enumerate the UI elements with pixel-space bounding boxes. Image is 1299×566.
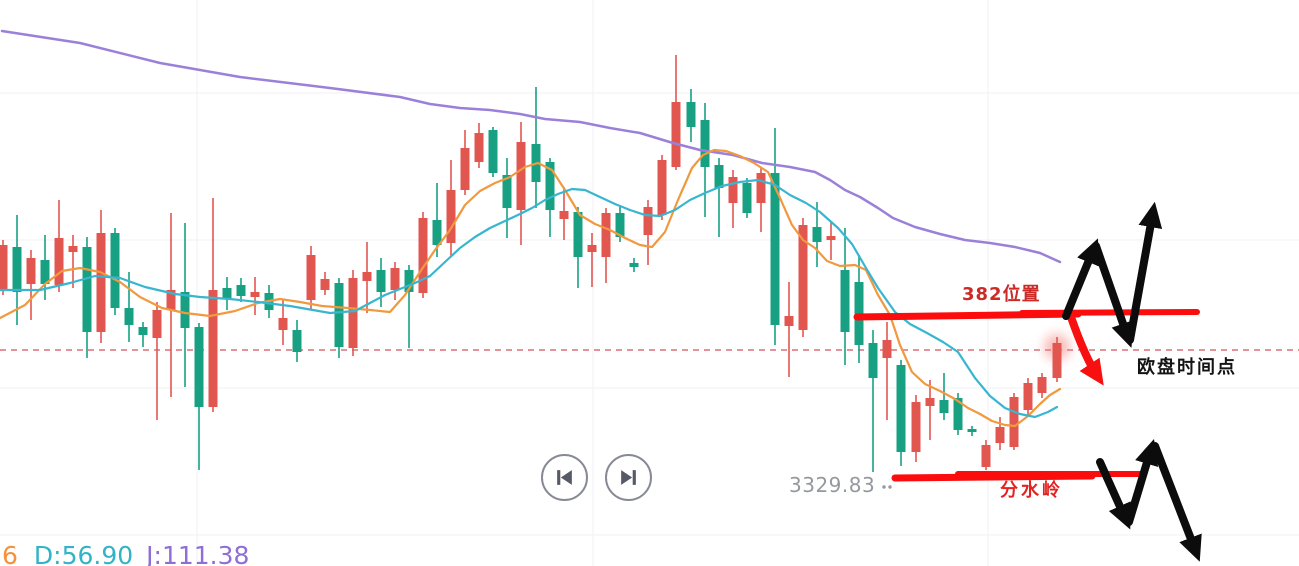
kdj-k-value: 6 — [2, 541, 18, 566]
skip-to-start-button[interactable] — [541, 454, 588, 501]
session-time-note-label: 欧盘时间点 — [1137, 357, 1237, 378]
kdj-indicator-readout: 6 D:56.90 J:111.38 — [2, 541, 249, 566]
black-zigzag-arrows — [1062, 201, 1202, 562]
resistance-382-label: 382位置 — [962, 284, 1041, 305]
ma-mid-cyan — [0, 178, 1059, 419]
price-level-label: 3329.83 — [789, 473, 876, 497]
resistance-382-line — [853, 309, 1200, 321]
watershed-line — [891, 471, 1146, 482]
skip-to-end-icon — [621, 470, 636, 485]
watershed-label: 分水岭 — [1000, 480, 1063, 501]
kdj-d-value: D:56.90 — [33, 541, 134, 566]
ma-slow-purple — [0, 29, 1062, 264]
kdj-j-value: J:111.38 — [146, 541, 250, 566]
candles-layer — [0, 55, 1062, 472]
skip-to-start-icon — [557, 470, 572, 485]
price-label-leader-dots — [882, 485, 892, 489]
skip-to-end-button[interactable] — [605, 454, 652, 501]
ma-fast-orange — [0, 148, 1062, 428]
red-breakdown-arrow — [1067, 313, 1104, 386]
